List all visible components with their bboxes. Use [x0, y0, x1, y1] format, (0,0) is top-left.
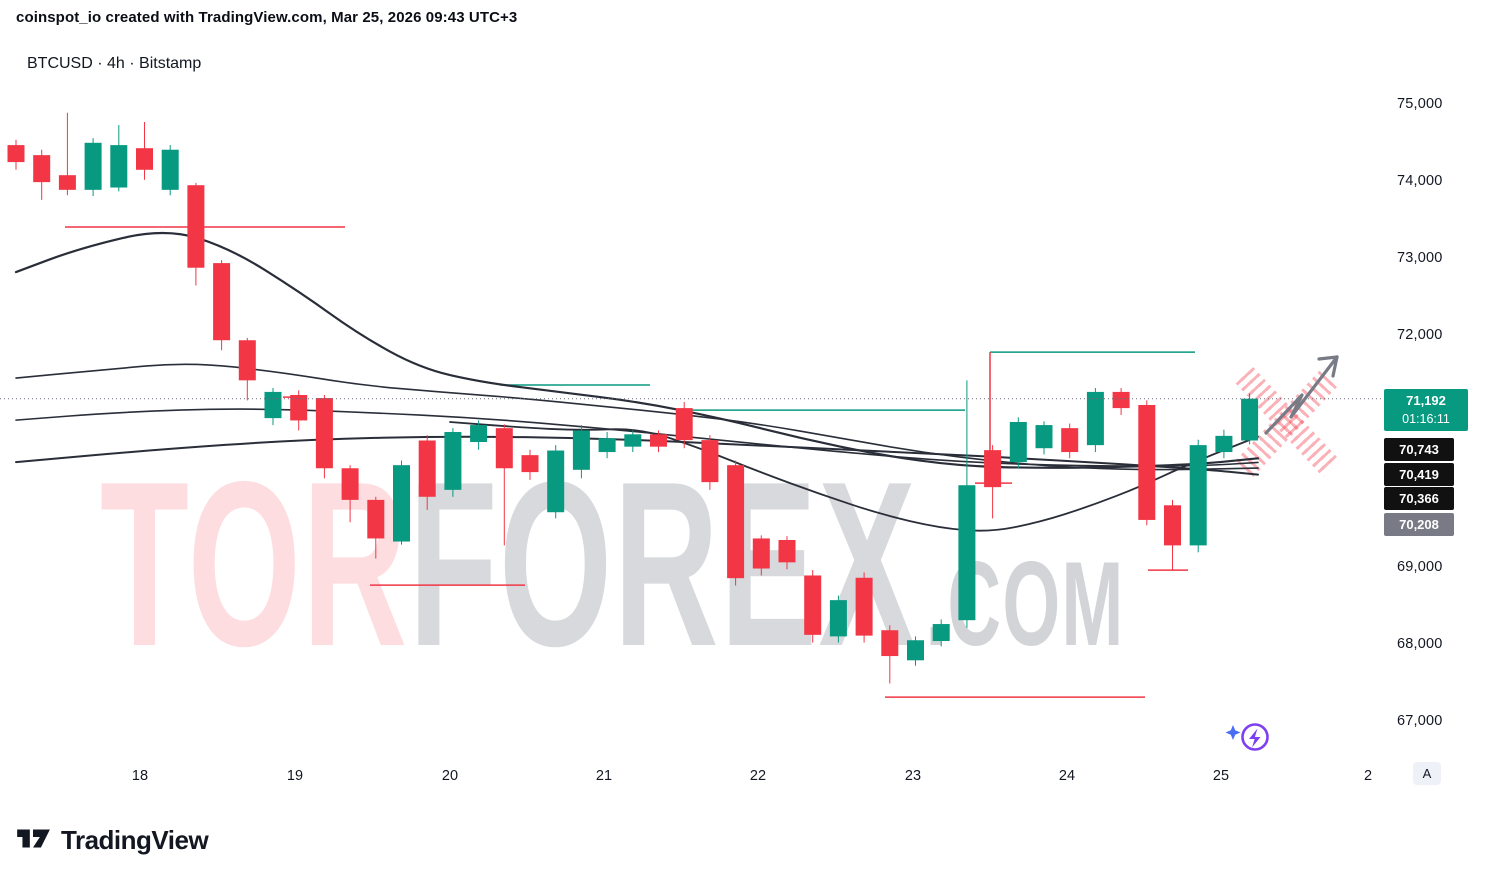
time-axis-label: 20 — [441, 768, 459, 784]
candle-body[interactable] — [341, 468, 359, 500]
candle-body[interactable] — [136, 148, 153, 170]
candle-body[interactable] — [752, 538, 770, 569]
ma-price-label: 70,366 — [1384, 487, 1454, 510]
candle-body[interactable] — [238, 340, 256, 381]
time-axis-label: 21 — [595, 768, 613, 784]
candle-body[interactable] — [1138, 405, 1156, 520]
candle-body[interactable] — [650, 434, 667, 447]
auto-scale-button[interactable]: A — [1413, 762, 1441, 785]
trend-arrow — [1264, 355, 1339, 435]
candle-body[interactable] — [1164, 505, 1181, 546]
candle-body[interactable] — [598, 438, 616, 453]
candle-body[interactable] — [727, 465, 745, 579]
trend-arrow-head — [1317, 355, 1339, 361]
candle-body[interactable] — [470, 425, 488, 443]
candle-body[interactable] — [855, 577, 873, 636]
time-axis-label: 22 — [749, 768, 767, 784]
candle-body[interactable] — [932, 624, 950, 642]
candle-body[interactable] — [547, 450, 565, 513]
ma-price-label: 70,419 — [1384, 463, 1454, 486]
candle-body[interactable] — [521, 455, 539, 473]
ma-price-label: 70,743 — [1384, 438, 1454, 461]
tradingview-brand[interactable]: TradingView — [61, 825, 209, 855]
candle-body[interactable] — [1112, 391, 1130, 409]
symbol-title[interactable]: BTCUSD · 4h · Bitstamp — [27, 55, 202, 72]
ma-5-line — [449, 421, 1259, 532]
candle-body[interactable] — [315, 398, 333, 469]
candle-body[interactable] — [290, 394, 308, 421]
trend-arrow-head — [1331, 355, 1339, 378]
candle-body[interactable] — [1009, 421, 1027, 463]
candle-body[interactable] — [393, 465, 410, 542]
candle-body[interactable] — [444, 432, 462, 490]
ma-4-line — [15, 435, 1259, 476]
last-price-label: 71,192 01:16:11 — [1384, 389, 1468, 431]
time-axis-label: 23 — [904, 768, 922, 784]
price-axis-label: 68,000 — [1397, 635, 1443, 652]
ma-price-label: 70,208 — [1384, 513, 1454, 536]
price-axis-label: 72,000 — [1397, 327, 1443, 344]
sparkle-icon — [1225, 725, 1241, 740]
candle-body[interactable] — [1061, 428, 1079, 453]
candle-body[interactable] — [984, 450, 1002, 488]
candle-body[interactable] — [7, 145, 25, 163]
candle-body[interactable] — [701, 440, 719, 483]
price-axis-label: 69,000 — [1397, 558, 1443, 575]
candle-body[interactable] — [881, 630, 899, 657]
price-axis-label: 67,000 — [1397, 713, 1443, 729]
attribution-header: coinspot_io created with TradingView.com… — [16, 9, 518, 26]
candle-body[interactable] — [187, 185, 205, 268]
candle-body[interactable] — [264, 391, 282, 419]
candle-body[interactable] — [213, 263, 231, 341]
candle-body[interactable] — [1241, 398, 1259, 441]
price-axis-label: 73,000 — [1397, 250, 1443, 267]
tradingview-logo-icon[interactable] — [14, 823, 52, 858]
time-axis-label: 19 — [286, 768, 304, 784]
candle-body[interactable] — [804, 575, 822, 635]
time-axis-label: 25 — [1212, 768, 1230, 784]
lightning-icon — [1249, 728, 1261, 748]
candle-body[interactable] — [572, 430, 590, 470]
candle-body[interactable] — [1086, 391, 1104, 446]
candle-body[interactable] — [110, 145, 128, 188]
candle-body[interactable] — [58, 175, 76, 190]
candle-body[interactable] — [418, 440, 436, 497]
time-axis-label: 24 — [1058, 768, 1076, 784]
candle-body[interactable] — [958, 485, 976, 621]
candle-body[interactable] — [1215, 435, 1233, 453]
candle-body[interactable] — [778, 539, 796, 563]
candle-body[interactable] — [675, 408, 693, 441]
candle-body[interactable] — [84, 142, 102, 190]
price-axis-label: 74,000 — [1397, 173, 1443, 190]
candle-body[interactable] — [907, 640, 924, 661]
time-axis-label: 18 — [131, 768, 149, 784]
candle-body[interactable] — [495, 428, 513, 469]
ma-2-line — [15, 363, 1259, 471]
candle-body[interactable] — [624, 434, 642, 447]
spark-circle — [1241, 723, 1269, 751]
candle-body[interactable] — [829, 600, 847, 637]
candle-body[interactable] — [367, 499, 385, 539]
candle-body[interactable] — [161, 149, 179, 190]
candle-body[interactable] — [1035, 425, 1053, 449]
price-axis-label: 75,000 — [1397, 96, 1443, 112]
candle-body[interactable] — [33, 155, 51, 183]
supercharts-spark-icon[interactable] — [1222, 716, 1274, 763]
candle-body[interactable] — [1189, 445, 1207, 546]
footer: TradingView — [14, 823, 209, 858]
time-axis-label: 2 — [1363, 768, 1373, 784]
